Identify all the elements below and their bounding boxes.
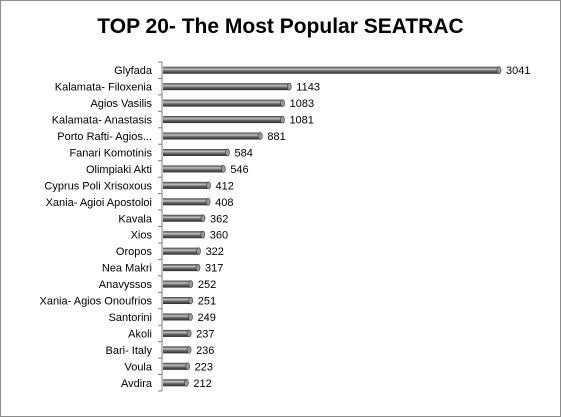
bar	[163, 329, 190, 337]
bar	[163, 198, 209, 206]
category-label: Santorini	[109, 312, 152, 324]
data-label: 317	[205, 263, 223, 275]
data-label: 251	[198, 296, 216, 308]
bar	[163, 83, 290, 91]
bar-end-cap	[188, 280, 194, 288]
category-label: Anavyssos	[99, 279, 153, 291]
bar	[163, 66, 499, 74]
bar	[163, 313, 191, 321]
bar	[163, 181, 209, 189]
category-label: Porto Rafti- Agios...	[57, 131, 152, 143]
category-label: Akoli	[128, 328, 152, 340]
data-label: 362	[210, 213, 228, 225]
category-label: Kalamata- Anastasis	[52, 115, 153, 127]
bar-end-cap	[188, 296, 194, 305]
data-label: 1143	[296, 82, 320, 94]
data-label: 236	[196, 345, 214, 357]
bar-end-cap	[221, 165, 226, 173]
bar-end-cap	[196, 247, 201, 255]
bar-end-cap	[195, 263, 201, 272]
data-label: 3041	[506, 65, 530, 77]
bar-end-cap	[496, 66, 502, 75]
data-label: 249	[198, 312, 216, 324]
bar	[163, 132, 261, 140]
category-label: Fanari Komotinis	[69, 147, 152, 159]
category-label: Glyfada	[114, 65, 153, 77]
bar	[163, 247, 199, 255]
bar	[163, 346, 190, 354]
category-label: Voula	[124, 361, 152, 373]
category-label: Kalamata- Filoxenia	[55, 82, 153, 94]
data-label: 584	[235, 147, 253, 159]
category-label: Bari- Italy	[106, 345, 153, 357]
data-label: 237	[196, 328, 214, 340]
bar	[163, 214, 203, 222]
category-label: Agios Vasilis	[90, 98, 152, 110]
bar-end-cap	[200, 214, 206, 223]
bar-end-cap	[188, 313, 193, 321]
bar-end-cap	[206, 181, 211, 190]
bar	[163, 379, 187, 387]
data-label: 881	[267, 131, 285, 143]
bar-end-cap	[280, 99, 285, 107]
data-label: 408	[215, 197, 233, 209]
category-label: Avdira	[121, 378, 153, 390]
category-label: Xania- Agioi Apostoloi	[46, 197, 152, 209]
category-label: Xios	[131, 230, 153, 242]
data-label: 360	[210, 230, 228, 242]
bar	[163, 297, 191, 305]
data-label: 1081	[289, 115, 313, 127]
data-label: 546	[230, 164, 248, 176]
bar	[163, 99, 283, 107]
data-label: 1083	[290, 98, 314, 110]
bar	[163, 280, 191, 288]
category-label: Cyprus Poli Xrisoxous	[44, 180, 152, 192]
bar	[163, 264, 199, 272]
bar	[163, 231, 203, 239]
bar	[163, 362, 188, 370]
bar-end-cap	[200, 230, 206, 239]
data-label: 412	[216, 180, 234, 192]
bar	[163, 116, 283, 124]
data-label: 212	[193, 378, 211, 390]
bar-end-cap	[280, 115, 285, 124]
category-label: Kavala	[118, 213, 153, 225]
category-label: Olimpiaki Akti	[86, 164, 152, 176]
category-label: Xania- Agios Onoufrios	[39, 296, 152, 308]
bar	[163, 165, 224, 173]
category-label: Oropos	[116, 246, 153, 258]
bar-end-cap	[186, 329, 192, 338]
data-label: 322	[206, 246, 224, 258]
bar-end-cap	[186, 346, 192, 354]
bar-end-cap	[258, 132, 263, 140]
data-label: 223	[195, 361, 213, 373]
category-label: Nea Makri	[102, 263, 152, 275]
bar-end-cap	[185, 362, 190, 371]
bar-end-cap	[205, 198, 211, 206]
bar-end-cap	[225, 148, 230, 157]
bar	[163, 148, 228, 156]
chart-title: TOP 20- The Most Popular SEATRAC	[97, 15, 464, 38]
bar-end-cap	[286, 82, 292, 91]
data-label: 252	[198, 279, 216, 291]
bar-end-cap	[184, 378, 189, 387]
